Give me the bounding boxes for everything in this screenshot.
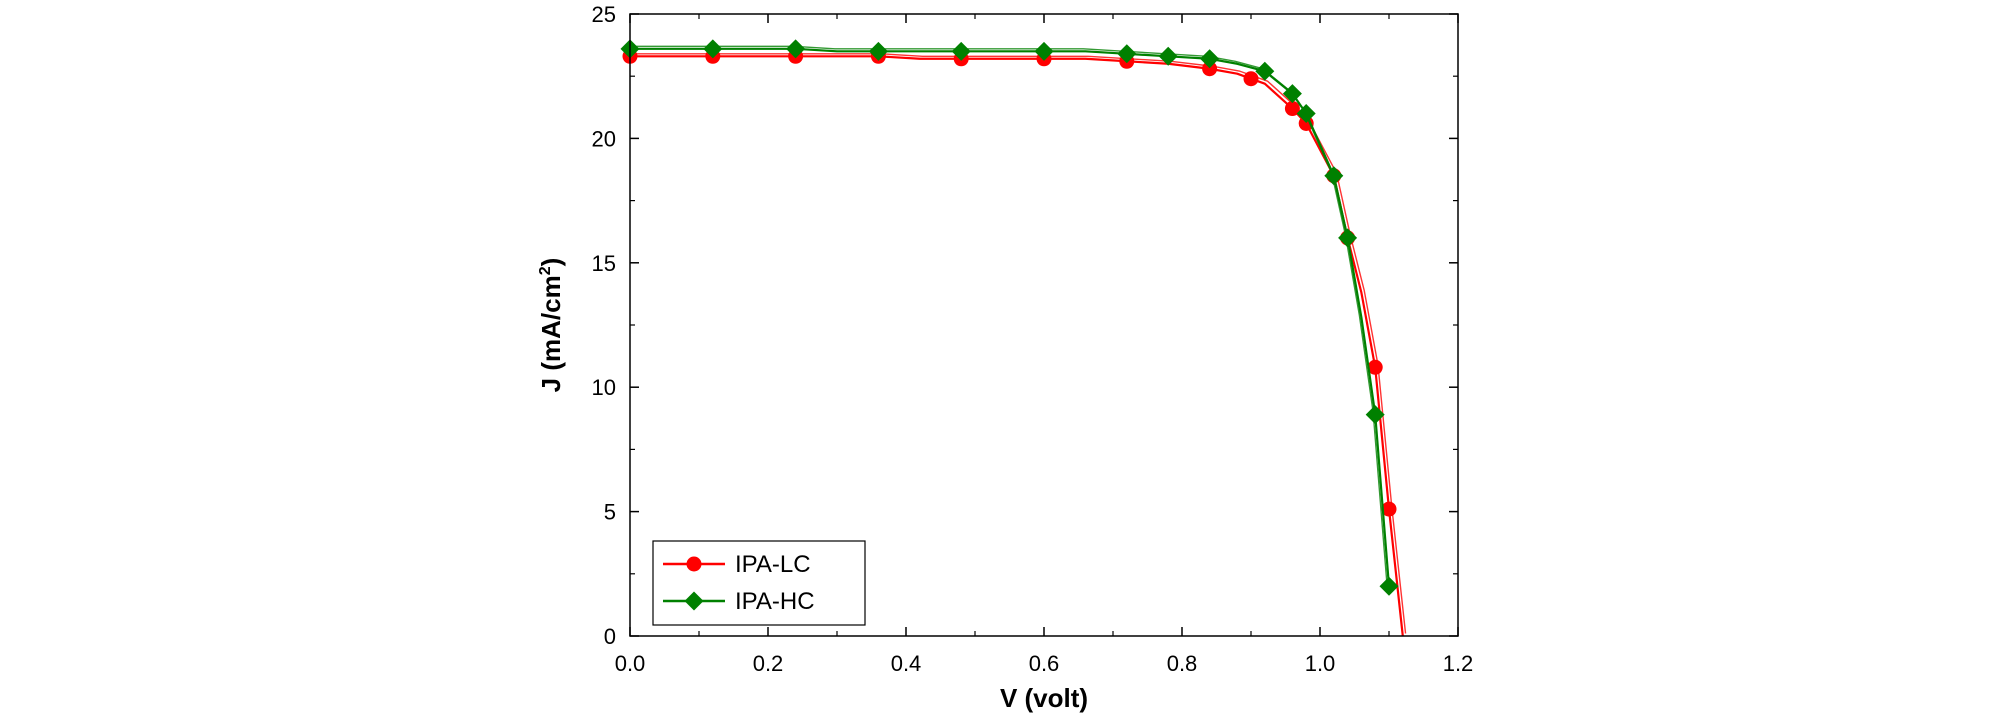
series-point-ipa-hc <box>1282 84 1302 104</box>
series-point-ipa-hc <box>1034 41 1054 61</box>
y-axis-title-superscript: 2 <box>537 266 554 275</box>
y-tick-label: 20 <box>592 126 616 151</box>
series-point-ipa-hc <box>1117 44 1137 64</box>
legend-box <box>652 540 866 626</box>
legend-items: IPA-LC IPA-HC <box>663 551 815 615</box>
series-point-ipa-lc <box>1243 71 1259 87</box>
legend-label-ipa-hc: IPA-HC <box>735 588 815 615</box>
legend: IPA-LC IPA-HC <box>652 540 866 626</box>
series-line-trace-ipa-lc <box>632 53 1407 634</box>
x-tick-label: 0.8 <box>1167 651 1198 676</box>
ticks-layer: 0.0 0.2 0.4 0.6 0.8 1.0 1.2 0 5 10 15 20 25 <box>592 2 1474 676</box>
y-axis-title: J (mA/cm2) <box>536 258 566 393</box>
x-tick-label: 0.4 <box>891 651 922 676</box>
y-tick-label: 10 <box>592 375 616 400</box>
legend-marker-ipa-hc <box>684 591 704 611</box>
series-point-ipa-lc <box>1381 501 1397 517</box>
y-tick-label: 0 <box>604 624 616 649</box>
y-tick-label: 25 <box>592 2 616 27</box>
series-point-ipa-hc <box>1158 46 1178 66</box>
series-point-ipa-hc <box>1296 104 1316 124</box>
x-axis-title: V (volt) <box>1000 683 1088 713</box>
series-point-ipa-hc <box>786 39 806 59</box>
legend-label-ipa-lc: IPA-LC <box>735 551 811 578</box>
series-point-ipa-hc <box>1200 49 1220 69</box>
y-tick-label: 5 <box>604 500 616 525</box>
series-layer <box>620 39 1407 637</box>
series-point-ipa-hc <box>951 41 971 61</box>
y-axis-title-end: ) <box>536 258 566 267</box>
series-line-trace-ipa-hc <box>627 45 1388 584</box>
legend-marker-ipa-lc <box>686 556 702 572</box>
series-point-ipa-hc <box>703 39 723 59</box>
series-point-ipa-hc <box>1365 405 1385 425</box>
series-point-ipa-hc <box>868 41 888 61</box>
series-point-ipa-hc <box>1338 228 1358 248</box>
x-tick-label: 0.2 <box>753 651 784 676</box>
series-point-ipa-lc <box>1284 101 1300 117</box>
series-line-ipa-hc <box>630 47 1391 587</box>
y-axis-title-main: J (mA/cm <box>536 275 566 392</box>
x-tick-label: 1.2 <box>1443 651 1474 676</box>
x-tick-label: 0.6 <box>1029 651 1060 676</box>
series-point-ipa-hc <box>1255 61 1275 81</box>
x-tick-label: 1.0 <box>1305 651 1336 676</box>
y-tick-label: 15 <box>592 251 616 276</box>
series-point-ipa-hc <box>1379 576 1399 596</box>
series-point-ipa-lc <box>1367 359 1383 375</box>
series-point-ipa-lc <box>1202 61 1218 77</box>
x-tick-label: 0.0 <box>615 651 646 676</box>
series-point-ipa-hc <box>1324 166 1344 186</box>
